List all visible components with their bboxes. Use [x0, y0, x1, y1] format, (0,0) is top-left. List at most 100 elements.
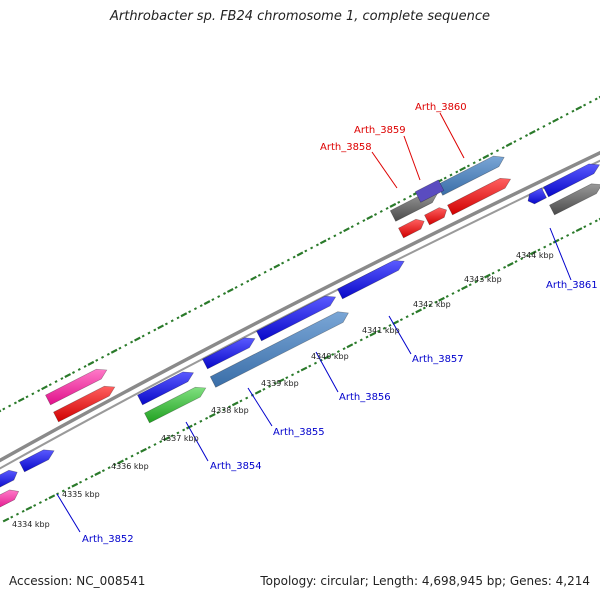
minor-tick [543, 245, 547, 249]
minor-tick [21, 509, 25, 513]
gene-arrow-3860[interactable] [436, 155, 505, 196]
gene-label-arth-3861[interactable]: Arth_3861 [546, 280, 598, 291]
major-tick [94, 471, 102, 476]
minor-tick [588, 100, 592, 104]
gene-arrow[interactable] [202, 337, 256, 370]
major-tick [296, 251, 304, 257]
lower-tick-track [2, 217, 600, 523]
leader-lines [56, 112, 572, 533]
accession-text: Accession: NC_008541 [9, 574, 146, 588]
major-tick [163, 436, 170, 442]
leader-line-3854 [185, 421, 209, 462]
minor-tick [269, 267, 273, 271]
minor-tick [339, 231, 343, 235]
gene-arrow[interactable] [53, 385, 116, 423]
leader-line-3860 [439, 112, 465, 159]
minor-tick [571, 109, 575, 113]
minor-tick [182, 428, 186, 432]
gene-label-arth-3852[interactable]: Arth_3852 [82, 534, 134, 545]
minor-tick [315, 243, 319, 247]
major-tick [231, 401, 239, 407]
minor-tick [571, 231, 575, 234]
kbp-label: 4340 kbp [311, 352, 349, 361]
gene-arrow[interactable] [398, 218, 425, 239]
backbone-strand-outer [0, 150, 600, 463]
major-tick [87, 360, 95, 366]
minor-tick [262, 387, 266, 391]
minor-tick [273, 382, 277, 385]
minor-tick [205, 416, 209, 420]
minor-tick [443, 176, 447, 180]
minor-tick [227, 405, 232, 409]
major-tick [575, 227, 583, 233]
minor-tick [354, 341, 358, 345]
minor-tick [188, 310, 192, 314]
kbp-label: 4336 kbp [111, 462, 149, 471]
minor-tick [31, 392, 35, 396]
gene-arrow[interactable] [45, 368, 108, 406]
minor-tick [327, 237, 331, 241]
kbp-label: 4344 kbp [516, 251, 554, 260]
gene-arrow[interactable] [137, 371, 195, 406]
major-tick [552, 238, 560, 244]
gene-arrow[interactable] [0, 489, 20, 510]
minor-tick [379, 210, 383, 213]
major-tick [140, 447, 147, 453]
minor-tick [342, 347, 346, 351]
minor-tick [95, 358, 99, 362]
minor-tick [285, 376, 289, 380]
gene-label-arth-3856[interactable]: Arth_3856 [339, 392, 391, 403]
gene-arrow-3861[interactable] [549, 183, 600, 216]
minor-tick [164, 322, 168, 326]
major-tick [17, 397, 25, 403]
gene-label-arth-3857[interactable]: Arth_3857 [412, 354, 464, 365]
gene-arrow-3857[interactable] [337, 260, 405, 300]
leader-line-3855 [247, 387, 273, 427]
gene-arrow[interactable] [447, 177, 512, 216]
minor-tick [170, 319, 174, 323]
gene-arrow[interactable] [543, 163, 600, 198]
major-tick [506, 262, 514, 267]
major-tick [461, 285, 468, 291]
gene-overlap[interactable] [414, 179, 445, 203]
major-tick [369, 331, 377, 337]
kbp-label: 4334 kbp [12, 520, 50, 529]
gene-arrow[interactable] [0, 469, 18, 489]
leader-line-3852 [56, 493, 81, 533]
gene-label-arth-3860[interactable]: Arth_3860 [415, 102, 467, 113]
major-tick [438, 296, 445, 302]
gene-label-arth-3859[interactable]: Arth_3859 [354, 125, 406, 136]
minor-tick [113, 463, 117, 467]
major-tick [64, 373, 72, 378]
major-tick [575, 105, 583, 111]
minor-tick [520, 257, 524, 261]
gene-arrow-3859[interactable] [424, 207, 447, 226]
minor-tick [13, 401, 17, 405]
minor-tick [101, 469, 105, 473]
major-tick [2, 517, 10, 523]
minor-tick [38, 501, 42, 505]
gene-label-arth-3854[interactable]: Arth_3854 [210, 461, 262, 472]
leader-line-3857 [388, 315, 412, 355]
minor-tick [193, 422, 197, 426]
minor-tick [542, 124, 546, 128]
gene-arrow-3852[interactable] [19, 449, 55, 473]
major-tick [203, 300, 211, 306]
major-tick [226, 288, 234, 293]
minor-tick [474, 280, 478, 284]
major-tick [366, 215, 374, 220]
minor-tick [141, 334, 145, 338]
gene-label-arth-3858[interactable]: Arth_3858 [320, 142, 372, 153]
gene-arrow[interactable] [527, 187, 547, 205]
minor-tick [222, 292, 227, 295]
minor-tick [118, 346, 122, 350]
leader-line-3861 [549, 227, 572, 281]
minor-tick [2, 407, 6, 411]
gene-arrow-3856[interactable] [256, 295, 337, 342]
gene-label-arth-3855[interactable]: Arth_3855 [273, 427, 325, 438]
minor-tick [397, 200, 401, 204]
minor-tick [455, 170, 459, 174]
gene-arrow-3854[interactable] [144, 386, 207, 424]
gene-arrow-3855[interactable] [209, 311, 349, 388]
major-tick [254, 389, 262, 395]
